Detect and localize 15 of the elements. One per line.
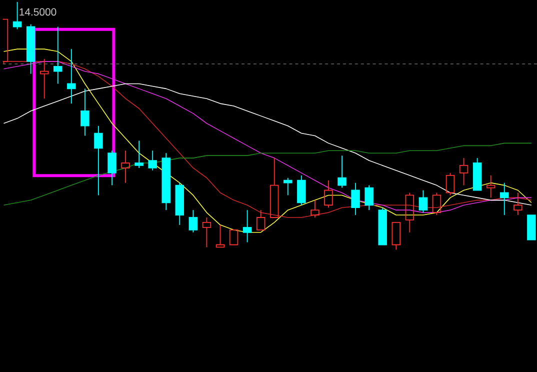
candlestick	[40, 58, 49, 100]
candlestick	[242, 210, 252, 243]
candlestick	[405, 192, 414, 233]
candlestick	[486, 174, 496, 198]
candlestick	[500, 182, 509, 216]
candlestick	[514, 192, 522, 216]
candlestick	[162, 152, 170, 210]
candlestick	[121, 150, 130, 184]
candlestick	[80, 88, 90, 136]
candlestick	[53, 26, 62, 84]
candlestick	[67, 48, 76, 104]
candlestick	[338, 155, 346, 188]
annotation: 14.5000	[20, 8, 56, 16]
candlestick	[351, 182, 360, 216]
candlestick	[94, 125, 103, 196]
